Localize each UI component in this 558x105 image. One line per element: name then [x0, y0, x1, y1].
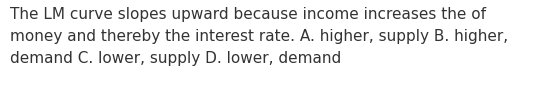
- Text: The LM curve slopes upward because income increases the of
money and thereby the: The LM curve slopes upward because incom…: [10, 7, 508, 66]
